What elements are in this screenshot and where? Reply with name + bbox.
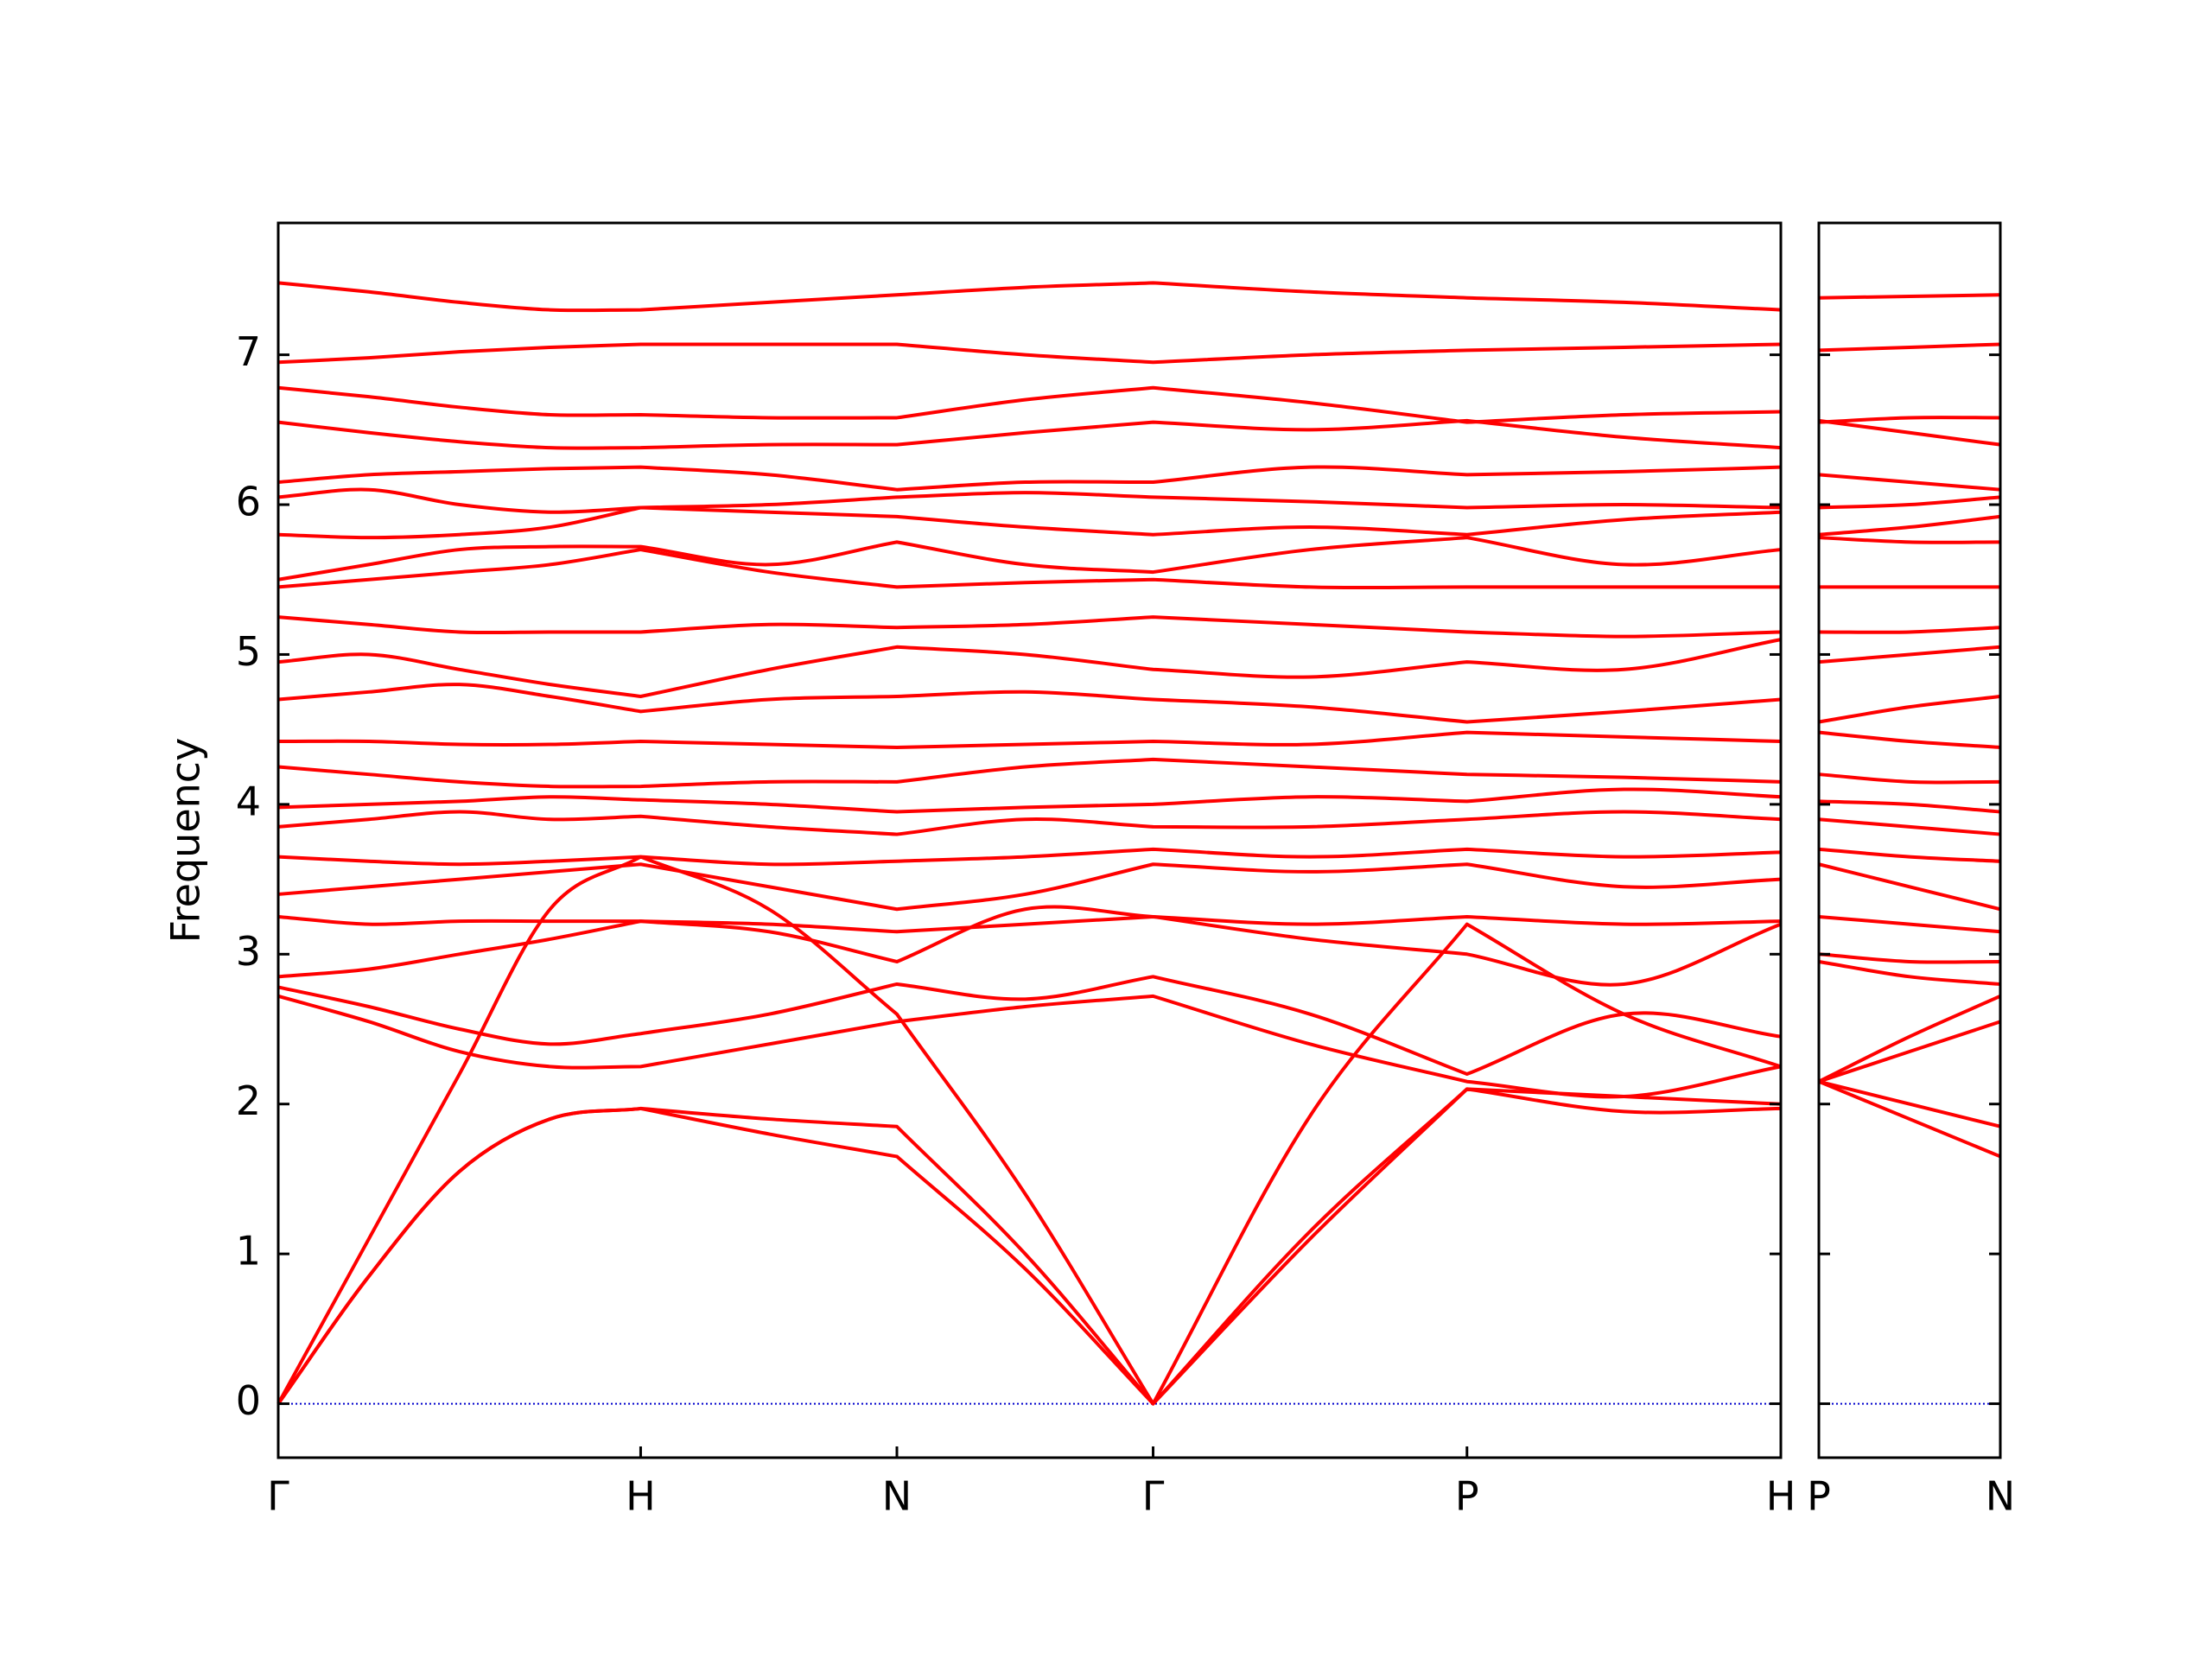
band-line — [277, 536, 1782, 582]
x-tick-label: N — [882, 1473, 912, 1520]
band-line — [1818, 536, 2001, 544]
band-line — [1818, 495, 2001, 510]
band-line — [277, 810, 1782, 836]
band-line — [1818, 817, 2001, 836]
band-line — [1818, 514, 2001, 537]
band-line — [1818, 473, 2001, 492]
band-line — [277, 730, 1782, 749]
band-line — [277, 638, 1782, 699]
band-line — [1818, 772, 2001, 785]
band-line — [277, 862, 1782, 912]
band-line — [1818, 418, 2001, 447]
band-line — [1818, 1020, 2001, 1084]
band-line — [1818, 626, 2001, 634]
y-axis-label: Frequency — [162, 738, 209, 944]
y-tick-label: 0 — [236, 1377, 261, 1424]
x-tick-label: P — [1807, 1473, 1831, 1520]
y-tick-label: 3 — [236, 928, 261, 975]
band-line — [277, 683, 1782, 724]
band-line — [1818, 1079, 2001, 1128]
band-line — [277, 905, 1782, 987]
band-line — [1818, 730, 2001, 749]
band-line — [277, 342, 1782, 365]
band-line — [1818, 952, 2001, 964]
x-tick-label: H — [626, 1473, 656, 1520]
band-line — [277, 487, 1782, 514]
band-line — [1818, 847, 2001, 863]
x-tick-label: N — [1986, 1473, 2015, 1520]
band-line — [277, 615, 1782, 639]
y-tick-label: 2 — [236, 1077, 261, 1124]
band-line — [277, 281, 1782, 313]
band-line — [277, 787, 1782, 814]
band-line — [1818, 1079, 2001, 1159]
band-line — [277, 465, 1782, 492]
band-line — [277, 975, 1782, 1077]
band-line — [1818, 914, 2001, 934]
band-line — [1818, 645, 2001, 664]
plot-frame — [1817, 221, 2002, 1459]
x-tick-label: Γ — [267, 1473, 289, 1520]
y-tick-label: 7 — [236, 328, 261, 375]
y-tick-label: 1 — [236, 1228, 261, 1274]
y-tick-label: 4 — [236, 778, 261, 824]
y-tick-label: 6 — [236, 479, 261, 525]
band-line — [1818, 416, 2001, 424]
band-line — [277, 914, 1782, 934]
band-line — [1818, 959, 2001, 986]
band-line — [277, 548, 1781, 590]
band-line — [1818, 695, 2001, 724]
x-tick-label: H — [1766, 1473, 1796, 1520]
x-tick-label: Γ — [1142, 1473, 1165, 1520]
y-tick-label: 5 — [236, 628, 261, 675]
band-line — [277, 418, 1782, 450]
band-line — [277, 757, 1782, 789]
band-line — [276, 1087, 1782, 1406]
band-line — [276, 1087, 1782, 1406]
x-tick-label: P — [1455, 1473, 1479, 1520]
band-line — [1818, 293, 2001, 300]
band-line — [1818, 862, 2001, 912]
band-line — [277, 847, 1782, 867]
band-line — [277, 385, 1782, 424]
band-line — [276, 855, 1782, 1406]
plot-frame — [276, 221, 1783, 1459]
band-line — [1818, 342, 2001, 353]
band-line — [277, 505, 1782, 540]
band-line — [277, 994, 1782, 1099]
band-line — [1818, 799, 2001, 814]
band-line — [1818, 995, 2001, 1084]
